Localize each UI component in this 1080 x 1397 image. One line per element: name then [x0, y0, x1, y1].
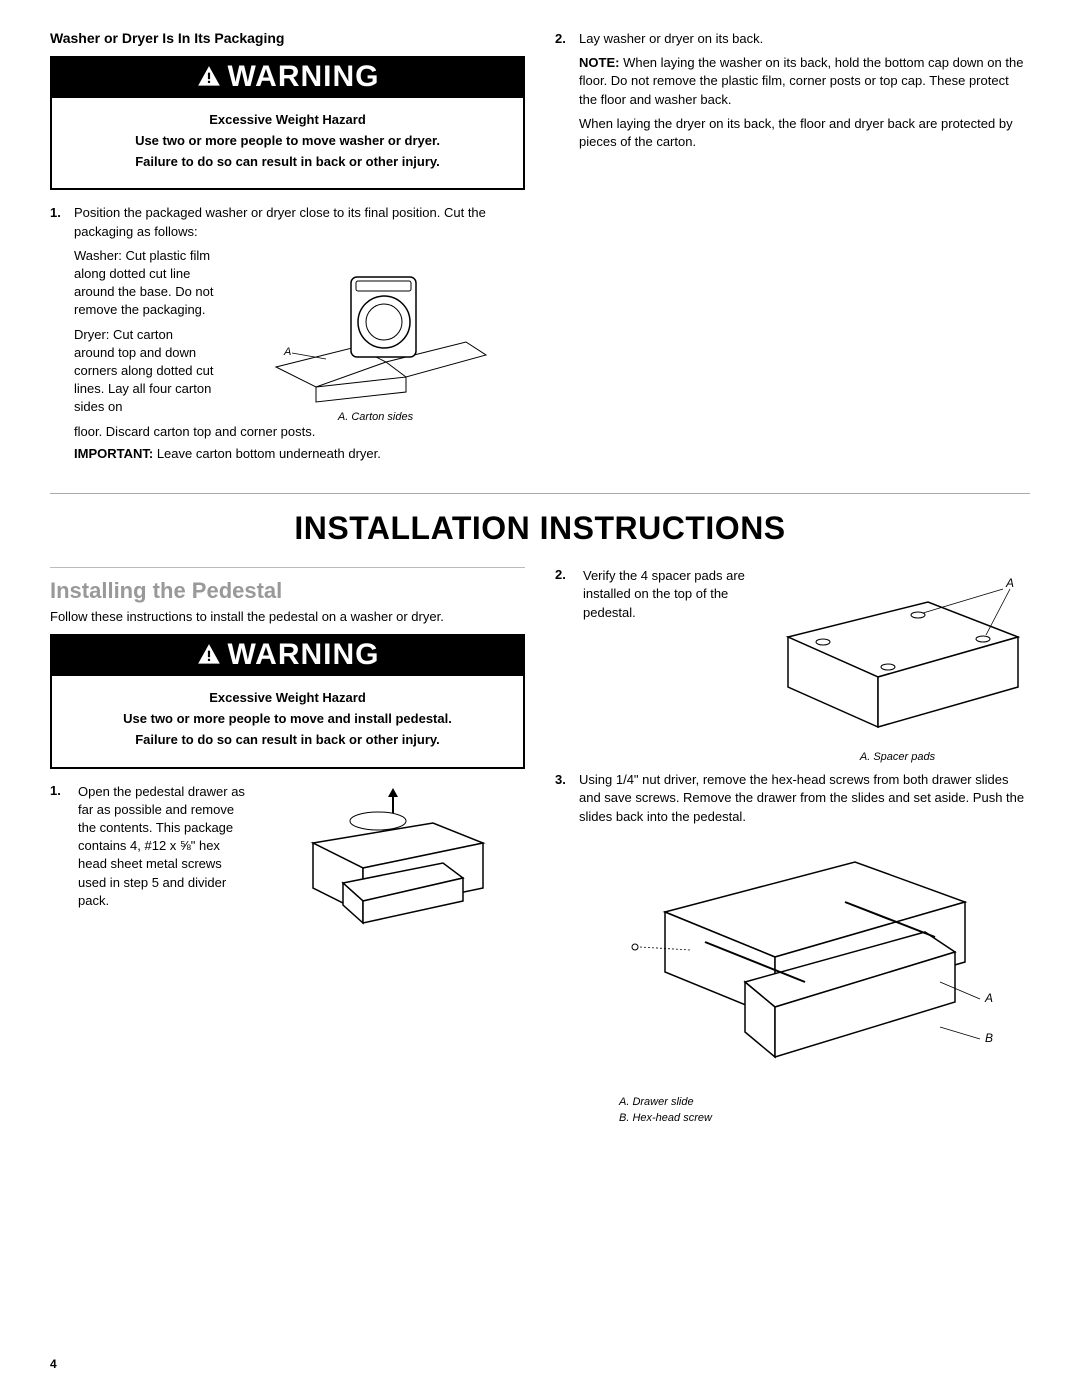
warning-line: Use two or more people to move and insta… [66, 709, 509, 730]
warning-box-2: WARNING Excessive Weight Hazard Use two … [50, 634, 525, 768]
step-text: Lay washer or dryer on its back. [579, 30, 763, 48]
figure-spacer-pads: A A. Spacer pads [765, 567, 1030, 763]
svg-text:A: A [1005, 576, 1014, 590]
install-sub-title: Installing the Pedestal [50, 578, 525, 604]
install-section: Installing the Pedestal Follow these ins… [50, 567, 1030, 1124]
top-left-col: Washer or Dryer Is In Its Packaging WARN… [50, 30, 525, 463]
fig2-caption: A. Spacer pads [860, 751, 935, 763]
figure-drawer-remove: A B A. Drawer slide B. Hex-head screw [579, 832, 1030, 1124]
packaging-subhead: Washer or Dryer Is In Its Packaging [50, 30, 525, 46]
warning-header-1: WARNING [52, 58, 523, 98]
main-title: INSTALLATION INSTRUCTIONS [50, 510, 1030, 547]
fig1-caption: A. Carton sides [338, 411, 413, 423]
top-section: Washer or Dryer Is In Its Packaging WARN… [50, 30, 1030, 463]
packaging-details: Washer: Cut plastic film along dotted cu… [74, 247, 525, 463]
step-text: Using 1/4" nut driver, remove the hex-he… [579, 772, 1024, 823]
warning-triangle-icon [196, 64, 222, 90]
install-right-col: 2. Verify the 4 spacer pads are installe… [555, 567, 1030, 1124]
step-num: 1. [50, 783, 66, 943]
install-step-3: 3. Using 1/4" nut driver, remove the hex… [555, 771, 1030, 826]
step-num: 2. [555, 567, 571, 763]
step-2: 2. Lay washer or dryer on its back. [555, 30, 1030, 48]
warning-line: Use two or more people to move washer or… [66, 131, 509, 152]
top-right-col: 2. Lay washer or dryer on its back. NOTE… [555, 30, 1030, 463]
warning-box-1: WARNING Excessive Weight Hazard Use two … [50, 56, 525, 190]
fig3-caption-b: B. Hex-head screw [619, 1112, 712, 1124]
warning-line: Failure to do so can result in back or o… [66, 730, 509, 751]
install-intro: Follow these instructions to install the… [50, 608, 525, 626]
note-text: When laying the washer on its back, hold… [579, 55, 1023, 106]
step-num: 3. [555, 771, 571, 826]
svg-text:B: B [985, 1031, 993, 1045]
pedestal-top-icon: A [768, 567, 1028, 747]
step-text: Verify the 4 spacer pads are installed o… [583, 567, 753, 763]
page-number: 4 [50, 1357, 57, 1371]
note-text-2: When laying the dryer on its back, the f… [579, 115, 1030, 151]
important-text: Leave carton bottom underneath dryer. [153, 446, 381, 461]
note-label: NOTE: [579, 55, 619, 70]
washer-cut-text: Washer: Cut plastic film along dotted cu… [74, 247, 214, 320]
dryer-cut-text-rest: floor. Discard carton top and corner pos… [74, 423, 525, 441]
install-step-2: 2. Verify the 4 spacer pads are installe… [555, 567, 1030, 763]
warning-line: Failure to do so can result in back or o… [66, 152, 509, 173]
carton-diagram-icon: A [256, 247, 496, 407]
svg-text:A: A [984, 991, 993, 1005]
figure-carton: A A. Carton sides [226, 247, 525, 423]
step-1: 1. Position the packaged washer or dryer… [50, 204, 525, 240]
warning-header-2: WARNING [52, 636, 523, 676]
pedestal-drawer-icon [283, 783, 503, 943]
step-text: Open the pedestal drawer as far as possi… [78, 783, 248, 943]
warning-triangle-icon [196, 642, 222, 668]
warning-label-2: WARNING [228, 638, 380, 672]
warning-line: Excessive Weight Hazard [66, 688, 509, 709]
install-left-col: Installing the Pedestal Follow these ins… [50, 567, 525, 1124]
warning-body-2: Excessive Weight Hazard Use two or more … [52, 676, 523, 766]
svg-text:A: A [283, 346, 291, 358]
fig3-caption-a: A. Drawer slide [619, 1096, 712, 1108]
install-step-1: 1. Open the pedestal drawer as far as po… [50, 783, 525, 943]
section-divider [50, 493, 1030, 494]
warning-label-1: WARNING [228, 60, 380, 94]
step-text: Position the packaged washer or dryer cl… [74, 204, 525, 240]
step-num: 1. [50, 204, 66, 240]
pedestal-slides-icon: A B [595, 832, 1015, 1092]
dryer-cut-text-partial: Dryer: Cut carton around top and down co… [74, 326, 214, 417]
step-num: 2. [555, 30, 571, 48]
warning-body-1: Excessive Weight Hazard Use two or more … [52, 98, 523, 188]
warning-line: Excessive Weight Hazard [66, 110, 509, 131]
figure-drawer-open [260, 783, 525, 943]
important-label: IMPORTANT: [74, 446, 153, 461]
